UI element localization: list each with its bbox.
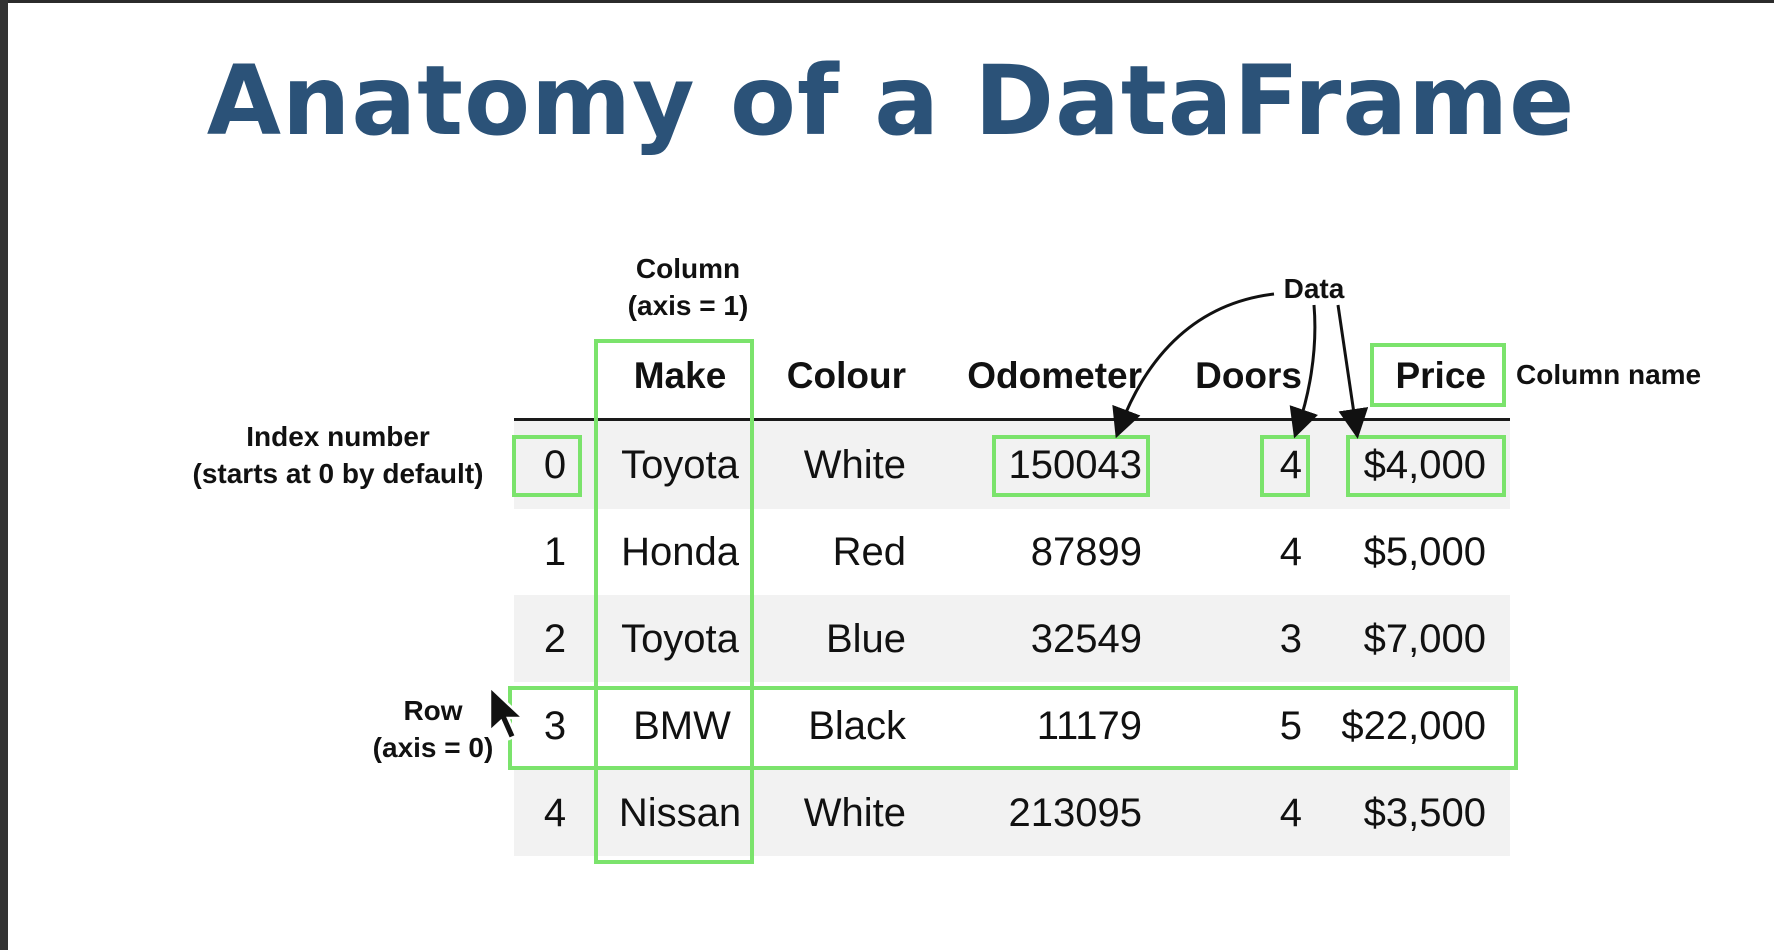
price-value-highlight-box [1346, 435, 1506, 497]
cell-colour: Blue [825, 617, 906, 661]
column-header-make: Make [633, 355, 727, 396]
cell-odometer: 213095 [1008, 791, 1142, 835]
cell-make: Toyota [621, 443, 739, 487]
cell-doors: 4 [1279, 443, 1302, 487]
row-index: 4 [543, 791, 567, 835]
column-header-price: Price [1395, 355, 1486, 396]
column-name-label: Column name [1516, 359, 1702, 390]
cell-odometer: 150043 [1008, 443, 1142, 487]
row-index: 0 [543, 443, 567, 487]
column-header-colour: Colour [786, 355, 906, 396]
row-index: 1 [543, 530, 567, 574]
header-divider [514, 418, 1510, 421]
cell-doors: 4 [1279, 530, 1302, 574]
cell-colour: Black [808, 704, 906, 748]
doors-value-highlight-box [1260, 435, 1310, 497]
arrow-icon [1289, 304, 1319, 439]
odometer-value-highlight-box [992, 435, 1150, 497]
row-stripe-2 [514, 595, 1510, 682]
data-arrows [1112, 292, 1369, 439]
arrow-icon [1112, 292, 1275, 439]
cell-price: $3,500 [1363, 791, 1486, 835]
cell-odometer: 87899 [1030, 530, 1142, 574]
cell-doors: 4 [1279, 791, 1302, 835]
cell-price: $22,000 [1341, 704, 1486, 748]
cell-make: Nissan [618, 791, 742, 835]
cell-odometer: 32549 [1030, 617, 1142, 661]
cell-doors: 5 [1279, 704, 1302, 748]
data-label: Data [1283, 273, 1345, 304]
cell-make: BMW [633, 704, 731, 748]
cell-make: Toyota [621, 617, 739, 661]
row-stripe-4 [514, 769, 1510, 856]
cell-colour: Red [832, 530, 906, 574]
cell-doors: 3 [1279, 617, 1302, 661]
cell-price: $7,000 [1363, 617, 1486, 661]
cell-colour: White [803, 443, 906, 487]
mouse-cursor-icon [488, 685, 527, 741]
column-header-doors: Doors [1195, 355, 1302, 396]
row-axis-label-line1: Row [403, 695, 463, 726]
column-axis-label-line2: (axis = 1) [627, 290, 749, 321]
cell-colour: White [803, 791, 906, 835]
column-header-odometer: Odometer [967, 355, 1142, 396]
cell-price: $5,000 [1363, 530, 1486, 574]
column-name-highlight-box [1370, 343, 1506, 407]
row-index: 3 [543, 704, 567, 748]
column-highlight-box [594, 339, 754, 864]
arrow-icon [1336, 304, 1369, 439]
column-axis-label-line1: Column [635, 253, 741, 284]
index-label-line2: (starts at 0 by default) [192, 458, 484, 489]
row-index: 2 [543, 617, 567, 661]
window-left-border [0, 0, 8, 950]
slide: Anatomy of a DataFrame Column (axis = 1)… [8, 3, 1774, 950]
row-axis-label-line2: (axis = 0) [372, 732, 494, 763]
index-highlight-box [512, 435, 582, 497]
cell-make: Honda [621, 530, 739, 574]
slide-title: Anatomy of a DataFrame [206, 45, 1576, 157]
cell-odometer: 11179 [1036, 704, 1142, 748]
window-top-border [0, 0, 1774, 3]
index-label-line1: Index number [246, 421, 430, 452]
cell-price: $4,000 [1363, 443, 1486, 487]
